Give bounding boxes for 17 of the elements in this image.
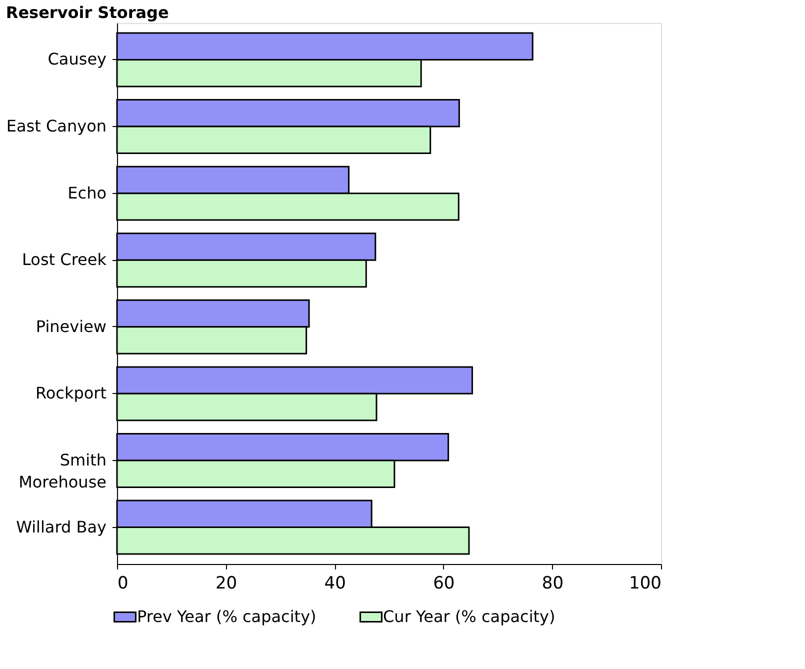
x-tick-label: 100 (629, 574, 662, 594)
x-tick-label: 60 (433, 574, 455, 594)
x-tick-label: 40 (324, 574, 346, 594)
legend-label: Prev Year (% capacity) (137, 607, 316, 626)
y-tick-label: Pineview (36, 316, 106, 336)
y-tick-label: Smith Morehouse (18, 450, 106, 492)
x-tick-label: 0 (118, 574, 128, 594)
legend-label: Cur Year (% capacity) (383, 607, 556, 626)
x-tick-label: 20 (215, 574, 238, 594)
y-tick-label: East Canyon (6, 116, 106, 136)
y-tick-label: Lost Creek (22, 250, 108, 270)
x-tick-label: 80 (542, 574, 564, 594)
y-tick-label: Rockport (35, 384, 106, 403)
y-tick-label: Willard Bay (16, 517, 106, 536)
y-tick-label: Causey (48, 50, 106, 69)
chart-title: Reservoir Storage (6, 3, 169, 22)
y-tick-label: Echo (68, 183, 106, 202)
